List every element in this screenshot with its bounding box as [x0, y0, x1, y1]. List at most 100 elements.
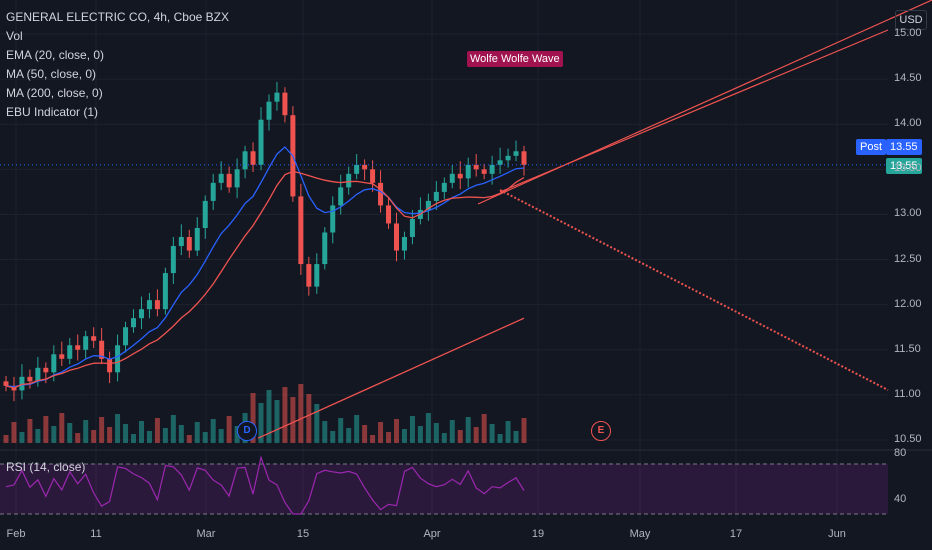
price-tick: 10.50 — [894, 433, 922, 445]
candle-body — [250, 151, 256, 165]
volume-bar — [51, 426, 57, 443]
candle-body — [274, 92, 280, 102]
volume-bar — [465, 417, 471, 443]
candle-body — [210, 182, 216, 201]
volume-bar — [274, 400, 280, 443]
candle-body — [314, 264, 320, 287]
volume-bar — [146, 431, 152, 443]
candle-body — [178, 237, 184, 247]
volume-bar — [186, 435, 192, 443]
volume-bar — [154, 418, 160, 443]
volume-bar — [362, 425, 368, 443]
volume-bar — [43, 416, 49, 443]
volume-bar — [505, 421, 511, 443]
volume-bar — [481, 414, 487, 443]
wolfe-wave-label[interactable]: Wolfe Wolfe Wave — [467, 51, 563, 67]
volume-bar — [449, 420, 455, 443]
candle-body — [186, 237, 192, 251]
symbol-title[interactable]: GENERAL ELECTRIC CO, 4h, Cboe BZX — [6, 10, 229, 24]
volume-bar — [107, 427, 113, 443]
candlesticks — [3, 81, 527, 402]
candle-body — [433, 191, 439, 201]
volume-bar — [115, 414, 121, 443]
volume-bar — [59, 413, 65, 443]
candle-body — [59, 354, 65, 359]
legend-ma50[interactable]: MA (50, close, 0) — [6, 67, 97, 81]
candle-body — [123, 327, 129, 346]
price-tick: 12.00 — [894, 297, 922, 310]
volume-bar — [99, 417, 105, 443]
volume-bar — [338, 418, 344, 443]
volume-bar — [3, 435, 9, 443]
price-tick: 11.50 — [894, 342, 921, 355]
volume-bar — [131, 434, 137, 443]
volume-bar — [11, 422, 17, 443]
legend-ma200[interactable]: MA (200, close, 0) — [6, 86, 103, 100]
candle-body — [138, 309, 144, 319]
volume-bar — [178, 425, 184, 443]
candle-body — [393, 223, 399, 251]
volume-bar — [35, 429, 41, 443]
currency-label[interactable]: USD — [895, 10, 927, 30]
time-tick: May — [629, 528, 651, 540]
ma200-line — [257, 317, 525, 439]
candle-body — [194, 227, 200, 251]
candle-body — [19, 376, 25, 391]
volume-bar — [393, 419, 399, 443]
time-tick: 11 — [90, 528, 102, 540]
legend-vol[interactable]: Vol — [6, 29, 23, 43]
candle-body — [282, 92, 288, 116]
candle-body — [346, 173, 352, 188]
volume-bar — [497, 434, 503, 443]
legend-ebu[interactable]: EBU Indicator (1) — [6, 105, 99, 119]
price-tick: 15.00 — [894, 27, 922, 39]
rsi-label[interactable]: RSI (14, close) — [6, 460, 86, 474]
candle-body — [513, 151, 519, 156]
rsi-pane — [0, 455, 888, 515]
candle-body — [457, 173, 463, 179]
volume-bar — [290, 397, 296, 443]
volume-bar — [489, 424, 495, 443]
ma50-line — [5, 170, 525, 389]
legend-ema[interactable]: EMA (20, close, 0) — [6, 48, 105, 62]
candle-body — [75, 345, 81, 350]
candle-body — [154, 300, 160, 310]
candle-body — [386, 205, 392, 224]
candle-body — [370, 169, 376, 183]
volume-bar — [521, 418, 527, 443]
volume-bar — [282, 387, 288, 443]
dividend-marker[interactable]: D — [237, 421, 257, 441]
candle-body — [298, 196, 304, 265]
candle-body — [3, 381, 9, 386]
volume-bar — [67, 423, 73, 443]
candle-body — [43, 367, 49, 373]
volume-bar — [346, 428, 352, 443]
rsi-line — [5, 455, 525, 515]
volume-bar — [123, 424, 129, 443]
candle-body — [202, 200, 208, 228]
candle-body — [258, 119, 264, 165]
candle-body — [473, 164, 479, 170]
candle-body — [115, 345, 121, 373]
candle-body — [266, 101, 272, 120]
earnings-marker[interactable]: E — [591, 421, 611, 441]
price-tick: 14.00 — [894, 117, 922, 130]
candle-body — [107, 358, 113, 373]
volume-bar — [218, 429, 224, 443]
ema-line — [5, 146, 525, 388]
candle-body — [234, 169, 240, 188]
post-label: Post — [856, 139, 887, 155]
candle-body — [27, 376, 33, 382]
volume-bar — [378, 422, 384, 443]
volume-bar — [401, 429, 407, 443]
candle-body — [131, 318, 137, 328]
candle-body — [330, 205, 336, 233]
indicator-lines — [0, 0, 932, 439]
candle-body — [505, 155, 511, 161]
volume-bar — [330, 431, 336, 443]
rsi-band — [0, 464, 888, 514]
volume-bar — [322, 421, 328, 443]
candle-body — [441, 182, 447, 192]
candle-body — [378, 182, 384, 206]
